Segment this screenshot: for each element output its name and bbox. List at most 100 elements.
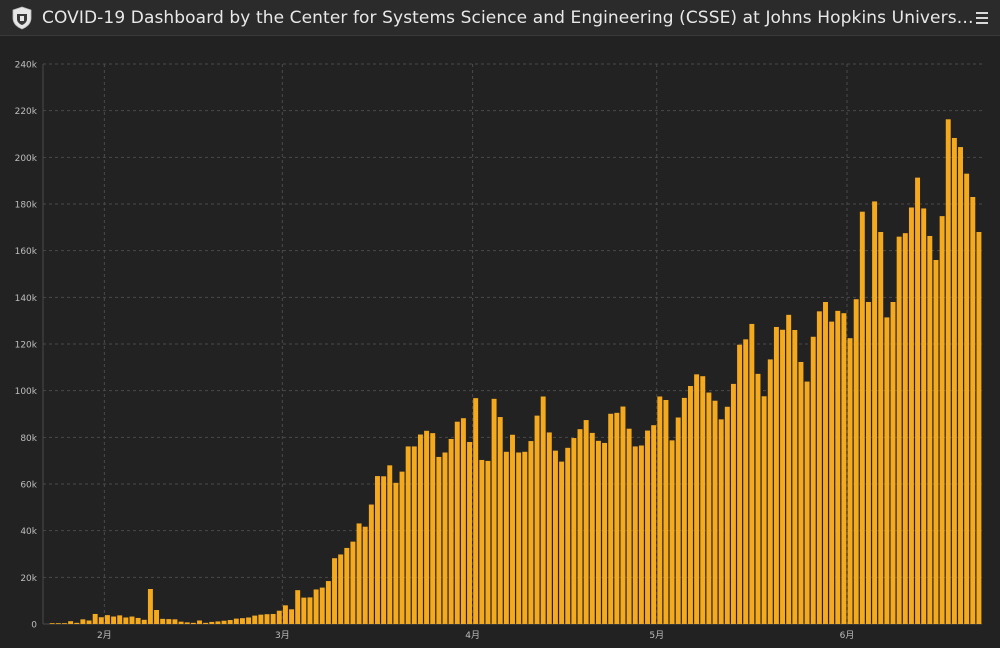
bar[interactable] <box>755 373 761 624</box>
bar[interactable] <box>264 614 270 624</box>
bar[interactable] <box>203 622 209 624</box>
bar[interactable] <box>178 621 184 624</box>
bar[interactable] <box>289 609 295 624</box>
bar[interactable] <box>467 442 473 624</box>
bar[interactable] <box>528 441 534 624</box>
bar[interactable] <box>908 207 914 625</box>
bar[interactable] <box>552 450 558 624</box>
bar[interactable] <box>571 438 577 624</box>
bar[interactable] <box>546 432 552 624</box>
bar[interactable] <box>209 621 215 624</box>
bar[interactable] <box>816 311 822 624</box>
bar[interactable] <box>958 147 963 625</box>
bar[interactable] <box>712 400 718 624</box>
bar[interactable] <box>405 446 411 624</box>
bar[interactable] <box>104 615 110 624</box>
bar[interactable] <box>577 429 583 624</box>
bar[interactable] <box>890 302 896 624</box>
bar[interactable] <box>939 216 945 624</box>
bar[interactable] <box>700 376 706 624</box>
bar[interactable] <box>798 361 804 624</box>
bar[interactable] <box>945 119 951 625</box>
bar[interactable] <box>454 421 460 624</box>
bar[interactable] <box>368 504 374 624</box>
bar[interactable] <box>688 386 693 624</box>
bar[interactable] <box>147 589 153 624</box>
bar[interactable] <box>221 620 227 624</box>
bar[interactable] <box>718 419 724 624</box>
bar[interactable] <box>80 619 86 624</box>
bar[interactable] <box>141 619 147 624</box>
bar[interactable] <box>651 425 657 624</box>
bar[interactable] <box>491 398 497 624</box>
bar[interactable] <box>884 317 890 624</box>
bar[interactable] <box>516 452 522 625</box>
bar[interactable] <box>681 397 687 624</box>
bar[interactable] <box>258 614 264 624</box>
bar[interactable] <box>319 587 325 624</box>
bar[interactable] <box>927 235 933 624</box>
bar[interactable] <box>117 615 123 624</box>
bar[interactable] <box>227 620 233 624</box>
bar[interactable] <box>792 330 798 624</box>
bar[interactable] <box>160 618 166 624</box>
bar[interactable] <box>626 428 632 624</box>
bar[interactable] <box>663 400 669 624</box>
bar[interactable] <box>534 415 540 624</box>
bar[interactable] <box>589 432 595 624</box>
bar[interactable] <box>921 208 927 624</box>
bar[interactable] <box>233 618 239 624</box>
bar[interactable] <box>129 616 135 624</box>
bar[interactable] <box>98 617 104 624</box>
bar[interactable] <box>829 321 835 624</box>
bar[interactable] <box>350 541 356 624</box>
bar[interactable] <box>565 447 571 624</box>
bar[interactable] <box>976 232 982 624</box>
bar[interactable] <box>620 406 626 624</box>
bar[interactable] <box>276 610 282 624</box>
bar[interactable] <box>307 597 313 624</box>
bar[interactable] <box>460 418 466 624</box>
bar[interactable] <box>387 465 393 624</box>
bar[interactable] <box>614 412 620 624</box>
bar[interactable] <box>645 430 650 624</box>
bar[interactable] <box>436 456 442 624</box>
bar[interactable] <box>773 326 779 624</box>
bar[interactable] <box>835 310 841 624</box>
bar[interactable] <box>375 476 380 624</box>
bar[interactable] <box>767 359 773 624</box>
bar[interactable] <box>964 173 970 624</box>
bar[interactable] <box>190 622 196 624</box>
bar[interactable] <box>172 619 178 624</box>
bar[interactable] <box>325 581 331 624</box>
bar[interactable] <box>154 610 160 624</box>
bar[interactable] <box>399 471 405 624</box>
bar[interactable] <box>780 329 786 624</box>
bar[interactable] <box>497 417 503 624</box>
bar[interactable] <box>743 339 749 624</box>
bar[interactable] <box>62 623 67 624</box>
bar[interactable] <box>706 392 712 624</box>
bar[interactable] <box>74 622 80 624</box>
bar[interactable] <box>239 618 245 624</box>
bar[interactable] <box>270 613 276 624</box>
bar[interactable] <box>184 622 190 624</box>
bar[interactable] <box>49 623 55 624</box>
bar[interactable] <box>896 236 902 624</box>
bar[interactable] <box>595 440 601 624</box>
bar[interactable] <box>675 417 681 625</box>
bar[interactable] <box>737 344 743 624</box>
bar[interactable] <box>430 433 436 624</box>
bar[interactable] <box>559 461 565 624</box>
bar[interactable] <box>246 617 252 624</box>
bar[interactable] <box>804 381 810 624</box>
bar[interactable] <box>135 617 141 624</box>
bar[interactable] <box>847 338 853 624</box>
bar[interactable] <box>583 420 589 624</box>
bar[interactable] <box>933 260 939 624</box>
bar[interactable] <box>338 554 344 624</box>
bar[interactable] <box>473 398 479 624</box>
bar[interactable] <box>823 302 828 624</box>
bar[interactable] <box>749 323 755 624</box>
bar[interactable] <box>344 547 350 624</box>
